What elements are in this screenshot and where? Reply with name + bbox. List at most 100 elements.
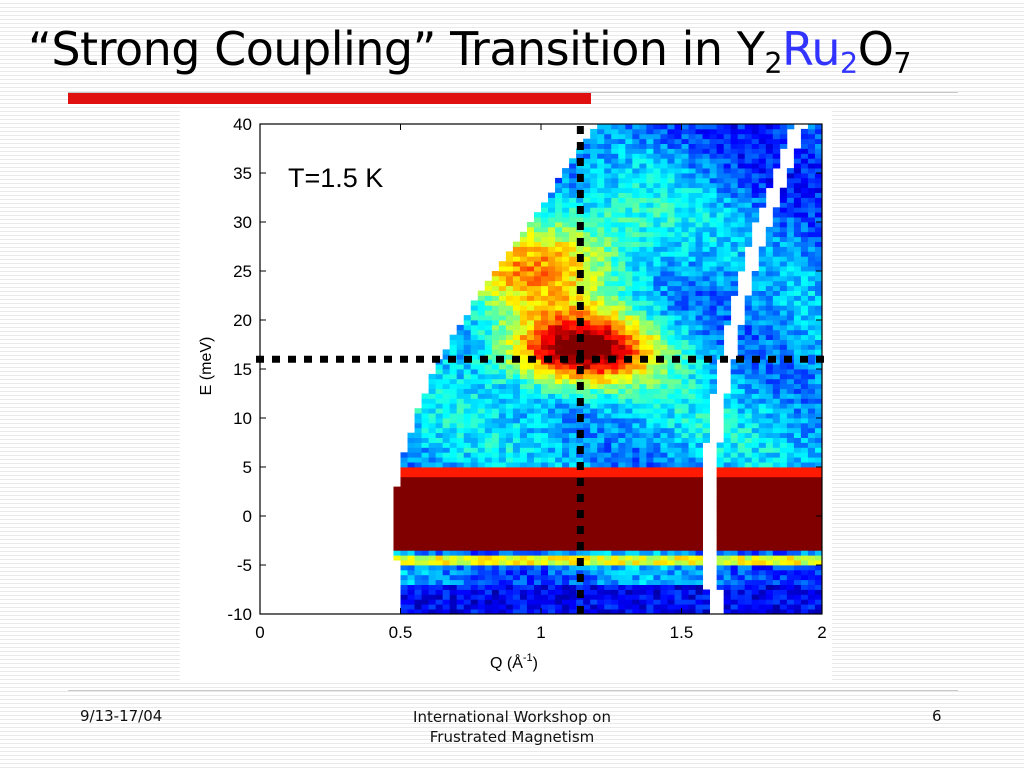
heat-cell [548,550,556,556]
heat-cell [632,530,640,536]
heat-cell [800,393,809,399]
heat-cell [800,344,809,350]
heat-cell [526,300,535,306]
heat-cell [541,398,549,404]
heat-cell [456,324,465,331]
heat-cell [442,403,451,409]
heat-cell [674,280,682,287]
heat-cell [590,182,598,189]
heat-cell [786,418,795,424]
heat-cell [758,481,767,487]
heat-cell [653,369,661,375]
heat-cell [702,422,710,429]
heat-cell [674,236,682,242]
heat-cell [456,349,465,355]
heat-cell [555,540,563,546]
heat-cell [477,579,486,585]
heat-cell [793,422,802,429]
heat-cell [765,378,774,385]
heat-cell [751,511,760,517]
heat-cell [786,555,795,561]
heat-cell [428,506,437,512]
heat-cell [505,520,514,527]
heat-cell [548,275,556,282]
heat-cell [779,202,788,208]
heat-cell [681,300,689,306]
heat-cell [407,491,415,497]
heat-cell [541,251,549,257]
heat-cell [646,584,654,590]
heat-cell [814,246,823,252]
heat-cell [744,168,753,174]
heat-cell [562,555,570,561]
heat-cell [800,511,809,517]
heat-cell [765,285,774,291]
heat-cell [400,555,408,561]
heat-cell [674,133,682,140]
heat-cell [618,315,626,321]
heat-cell [611,540,619,546]
heat-cell [505,525,514,532]
heat-cell [576,231,584,238]
heat-cell [421,574,429,581]
heat-cell [618,589,626,595]
heat-cell [667,530,675,536]
heat-cell [800,432,809,438]
heat-cell [590,339,598,345]
heat-cell [519,545,528,551]
heat-cell [674,393,682,399]
heat-cell [709,388,718,394]
heat-cell [611,344,619,350]
heat-cell [674,476,682,483]
heat-cell [737,565,746,571]
heat-cell [625,604,633,610]
heat-cell [576,457,584,463]
heat-cell [772,432,781,438]
heat-cell [653,594,661,600]
heat-cell [569,383,577,389]
heat-cell [709,153,718,159]
heat-cell [393,496,401,502]
heat-cell [674,398,682,404]
heat-cell [737,349,746,355]
heat-cell [674,349,682,355]
heat-cell [491,599,500,605]
heat-cell [590,476,598,483]
heat-cell [632,148,640,154]
heat-cell [751,560,760,566]
heat-cell [779,143,788,149]
heat-cell [688,168,696,174]
heat-cell [730,251,739,257]
heat-cell [632,124,640,130]
heat-cell [435,476,444,483]
heat-cell [660,560,668,566]
heat-cell [751,398,760,404]
heat-cell [491,403,500,409]
heat-cell [590,148,598,154]
heat-cell [533,540,542,546]
heat-cell [407,501,415,507]
heat-cell [541,569,549,576]
heat-cell [590,398,598,404]
heat-cell [618,290,626,296]
heat-cell [407,579,415,585]
heat-cell [765,339,774,345]
heat-cell [505,579,514,585]
heat-cell [442,369,451,375]
heat-cell [590,241,598,247]
heat-cell [730,408,739,414]
heat-cell [611,550,619,556]
heat-cell [807,359,816,365]
heat-cell [688,486,696,492]
heat-cell [512,369,521,375]
heat-cell [737,437,746,443]
heat-cell [456,516,465,522]
heat-cell [702,128,710,135]
heat-cell [716,344,725,350]
heat-cell [590,413,598,419]
heat-cell [597,168,605,174]
heat-cell [512,275,521,282]
heat-cell [737,422,746,429]
heat-cell [463,369,472,375]
heat-cell [709,339,718,345]
